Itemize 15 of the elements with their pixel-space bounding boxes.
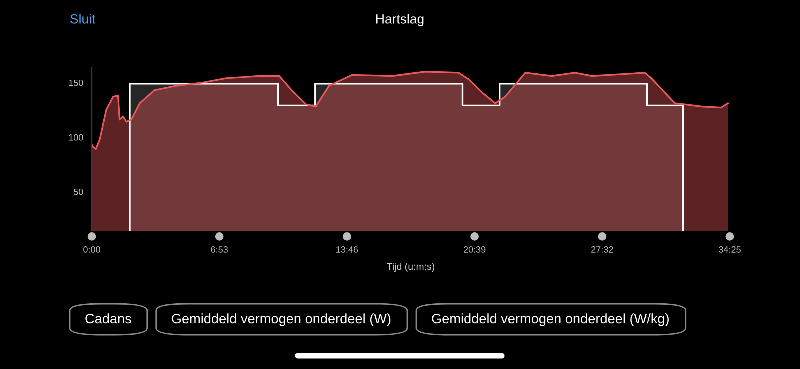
text: Cadans <box>86 314 132 324</box>
y-tick-label: 100 <box>69 134 84 141</box>
x-tick-label: 27:32 <box>592 246 614 253</box>
chart-title: Hartslag <box>376 14 424 26</box>
y-tick-label: 50 <box>74 188 84 196</box>
x-tick-label: 6:53 <box>211 246 228 253</box>
y-tick-label: 150 <box>69 80 84 86</box>
x-tick-label: 20:39 <box>464 246 486 253</box>
x-axis-title: Tijd (u:m:s) <box>387 263 435 272</box>
text: Sluit <box>70 14 96 24</box>
x-tick-label: 0:00 <box>84 246 100 253</box>
text: Gemiddeld vermogen onderdeel (W) <box>172 314 391 326</box>
x-tick-label: 13:46 <box>336 246 358 253</box>
x-tick-label: 34:25 <box>719 246 741 253</box>
text: Gemiddeld vermogen onderdeel (W/kg) <box>432 314 669 326</box>
